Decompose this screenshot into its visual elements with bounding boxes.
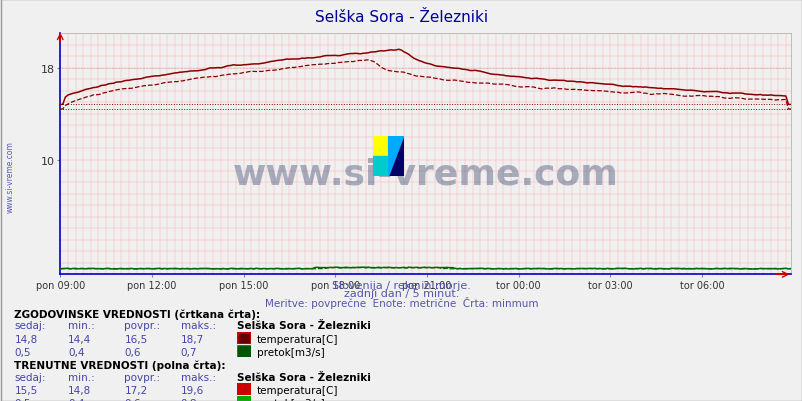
Text: min.:: min.:: [68, 321, 95, 331]
Text: 0,6: 0,6: [124, 347, 141, 357]
Text: maks.:: maks.:: [180, 321, 216, 331]
Text: 14,8: 14,8: [14, 334, 38, 344]
Text: sedaj:: sedaj:: [14, 321, 46, 331]
Text: Selška Sora - Železniki: Selška Sora - Železniki: [237, 372, 371, 382]
Text: 16,5: 16,5: [124, 334, 148, 344]
Text: 14,4: 14,4: [68, 334, 91, 344]
Text: ZGODOVINSKE VREDNOSTI (črtkana črta):: ZGODOVINSKE VREDNOSTI (črtkana črta):: [14, 309, 261, 319]
Text: 0,4: 0,4: [68, 347, 85, 357]
Text: pretok[m3/s]: pretok[m3/s]: [257, 398, 324, 401]
Text: 0,4: 0,4: [68, 398, 85, 401]
Text: 14,8: 14,8: [68, 385, 91, 395]
Text: povpr.:: povpr.:: [124, 372, 160, 382]
Text: maks.:: maks.:: [180, 372, 216, 382]
Text: 18,7: 18,7: [180, 334, 204, 344]
Text: 0,5: 0,5: [14, 347, 31, 357]
Text: 15,5: 15,5: [14, 385, 38, 395]
Text: www.si-vreme.com: www.si-vreme.com: [6, 141, 15, 212]
Text: temperatura[C]: temperatura[C]: [257, 334, 338, 344]
Bar: [238, 346, 249, 356]
Text: 0,7: 0,7: [180, 347, 197, 357]
Text: Meritve: povprečne  Enote: metrične  Črta: minmum: Meritve: povprečne Enote: metrične Črta:…: [265, 296, 537, 308]
Text: Selška Sora - Železniki: Selška Sora - Železniki: [237, 321, 371, 331]
Text: Selška Sora - Železniki: Selška Sora - Železniki: [314, 10, 488, 25]
Polygon shape: [388, 136, 403, 176]
Polygon shape: [388, 136, 403, 176]
Text: www.si-vreme.com: www.si-vreme.com: [233, 157, 618, 190]
Bar: [373, 136, 388, 156]
Text: TRENUTNE VREDNOSTI (polna črta):: TRENUTNE VREDNOSTI (polna črta):: [14, 360, 225, 370]
Text: povpr.:: povpr.:: [124, 321, 160, 331]
Text: 0,8: 0,8: [180, 398, 197, 401]
Bar: [373, 156, 388, 176]
Text: zadnji dan / 5 minut.: zadnji dan / 5 minut.: [343, 288, 459, 298]
Text: temperatura[C]: temperatura[C]: [257, 385, 338, 395]
Text: pretok[m3/s]: pretok[m3/s]: [257, 347, 324, 357]
Text: 0,6: 0,6: [124, 398, 141, 401]
Text: min.:: min.:: [68, 372, 95, 382]
Text: Slovenija / reke in morje.: Slovenija / reke in morje.: [332, 280, 470, 290]
Bar: [239, 334, 249, 342]
Text: 19,6: 19,6: [180, 385, 204, 395]
Text: 0,5: 0,5: [14, 398, 31, 401]
Text: 17,2: 17,2: [124, 385, 148, 395]
Text: sedaj:: sedaj:: [14, 372, 46, 382]
